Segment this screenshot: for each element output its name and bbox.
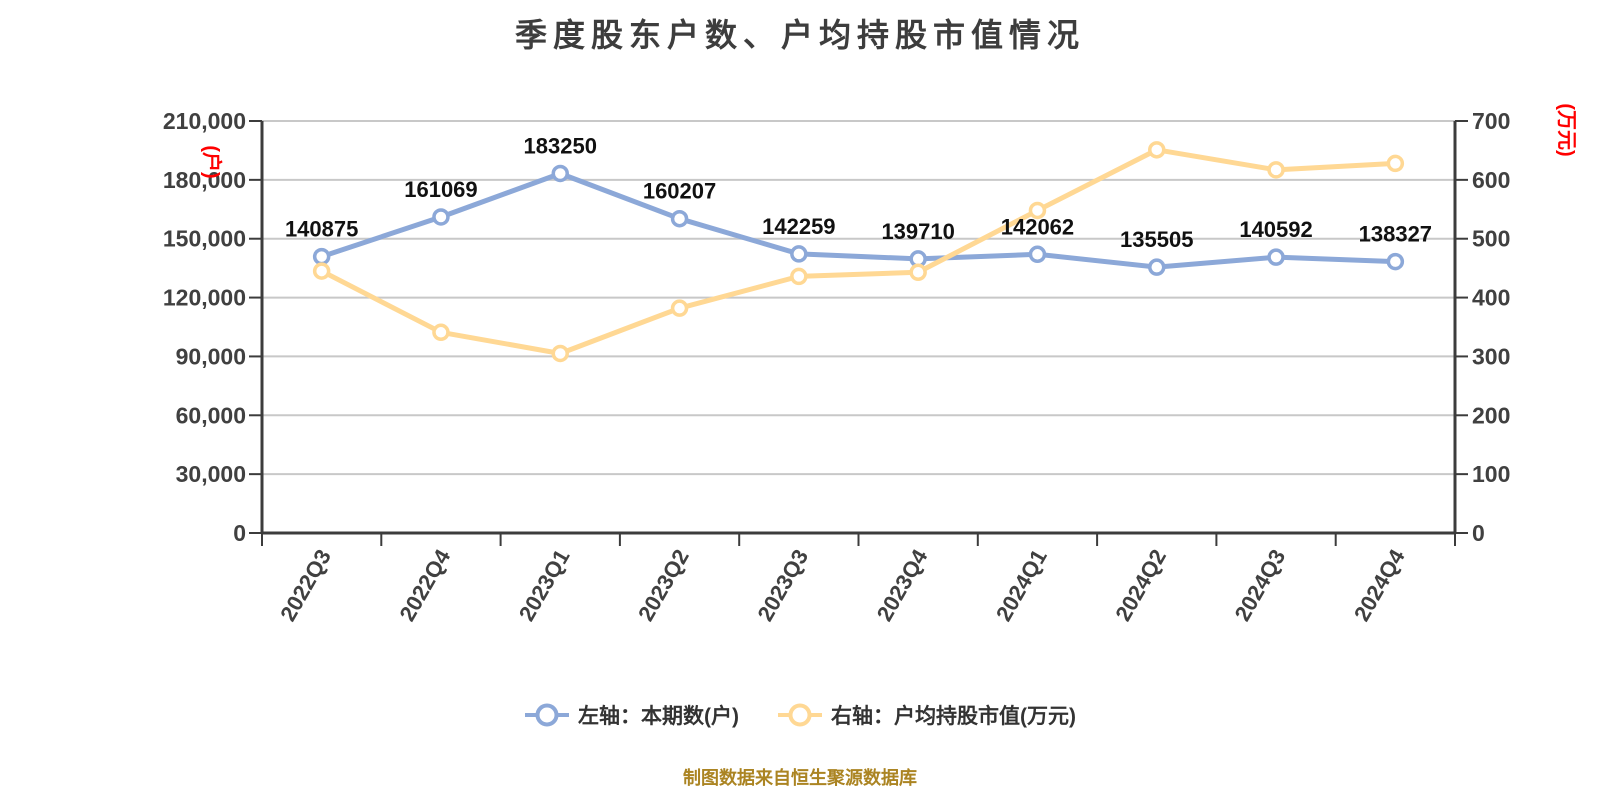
- left-axis-tick-label: 180,000: [163, 167, 246, 193]
- right-axis-tick-label: 300: [1472, 343, 1510, 369]
- data-point-label: 138327: [1359, 222, 1432, 247]
- x-axis-category-label: 2023Q3: [752, 545, 813, 625]
- data-point-marker-shareholder-count: [1386, 252, 1405, 271]
- right-axis-tick-label: 400: [1472, 285, 1510, 311]
- right-axis-tick-label: 700: [1472, 108, 1510, 134]
- left-axis-tick-label: 150,000: [163, 226, 246, 252]
- data-point-marker-avg-holding-value: [1267, 161, 1285, 179]
- data-point-marker-avg-holding-value: [1148, 141, 1166, 159]
- right-axis-tick-label: 200: [1472, 402, 1510, 428]
- left-axis-tick-label: 120,000: [163, 285, 246, 311]
- series-line-shareholder-count: [319, 170, 1398, 270]
- data-point-label: 139710: [881, 219, 954, 244]
- page-title: 季度股东户数、户均持股市值情况: [514, 17, 1085, 53]
- data-point-marker-shareholder-count: [670, 209, 689, 228]
- data-point-marker-avg-holding-value: [1386, 154, 1405, 173]
- data-point-label: 161069: [404, 177, 477, 202]
- right-axis-tick-label: 100: [1472, 461, 1510, 487]
- series-line-avg-holding-value: [319, 147, 1398, 356]
- legend-label: 左轴：本期数(户): [578, 705, 739, 728]
- x-axis-category-label: 2022Q3: [275, 545, 336, 625]
- left-axis-unit-label: (户): [200, 145, 224, 178]
- data-point-marker-shareholder-count: [432, 208, 450, 226]
- x-axis-category-label: 2022Q4: [394, 544, 455, 625]
- data-point-marker-avg-holding-value: [790, 267, 808, 286]
- x-axis-category-label: 2023Q4: [872, 544, 933, 625]
- data-point-marker-avg-holding-value: [312, 262, 331, 280]
- data-point-marker-shareholder-count: [1148, 258, 1166, 276]
- right-axis-tick-label: 600: [1472, 167, 1510, 193]
- x-axis-category-label: 2023Q2: [633, 545, 694, 625]
- data-point-marker-avg-holding-value: [432, 323, 450, 342]
- data-point-marker-avg-holding-value: [909, 263, 927, 282]
- x-axis-category-label: 2024Q3: [1230, 545, 1291, 625]
- data-point-label: 142259: [762, 214, 835, 239]
- right-axis-tick-label: 0: [1472, 520, 1485, 546]
- data-point-marker-shareholder-count: [790, 245, 808, 263]
- left-axis-tick-label: 0: [233, 520, 246, 546]
- data-point-marker-shareholder-count: [1028, 245, 1047, 264]
- data-point-marker-shareholder-count: [1267, 248, 1285, 266]
- legend-item-avg-holding-value[interactable]: 右轴：户均持股市值(万元): [777, 700, 1076, 730]
- left-axis-tick-label: 60,000: [176, 402, 246, 428]
- line-series-marker-blue-icon: [525, 703, 569, 727]
- data-point-label: 183250: [524, 133, 597, 158]
- line-series-marker-yellow-icon: [778, 703, 822, 727]
- left-axis-tick-label: 90,000: [176, 343, 246, 369]
- chart-legend: 左轴：本期数(户) 右轴：户均持股市值(万元): [0, 700, 1600, 730]
- data-point-label: 160207: [643, 179, 716, 204]
- x-axis-category-label: 2024Q4: [1349, 544, 1410, 625]
- left-axis-tick-label: 30,000: [176, 461, 246, 487]
- right-axis-unit-label: (万元): [1555, 103, 1577, 156]
- data-point-marker-avg-holding-value: [551, 344, 569, 363]
- x-axis-category-label: 2024Q2: [1110, 545, 1171, 625]
- x-axis-category-label: 2024Q1: [991, 545, 1052, 625]
- legend-label: 右轴：户均持股市值(万元): [831, 705, 1076, 728]
- left-axis-tick-label: 210,000: [163, 108, 246, 134]
- data-point-label: 140592: [1239, 217, 1312, 242]
- x-axis-category-label: 2023Q1: [514, 545, 575, 625]
- legend-item-shareholder-count[interactable]: 左轴：本期数(户): [524, 700, 739, 730]
- data-point-marker-avg-holding-value: [1028, 201, 1047, 220]
- data-point-marker-avg-holding-value: [670, 299, 689, 317]
- quarterly-shareholder-chart: 0 0 30,000 100 60,000 200 90,000 300 120,000 400 1…: [163, 103, 1577, 625]
- right-axis-tick-label: 500: [1472, 226, 1510, 252]
- data-point-label: 135505: [1120, 227, 1193, 252]
- data-point-marker-shareholder-count: [312, 247, 331, 266]
- source-note: 制图数据来自恒生聚源数据库: [683, 768, 917, 788]
- data-point-label: 140875: [285, 217, 358, 242]
- data-point-label: 142062: [1001, 214, 1074, 239]
- data-point-marker-shareholder-count: [551, 164, 569, 183]
